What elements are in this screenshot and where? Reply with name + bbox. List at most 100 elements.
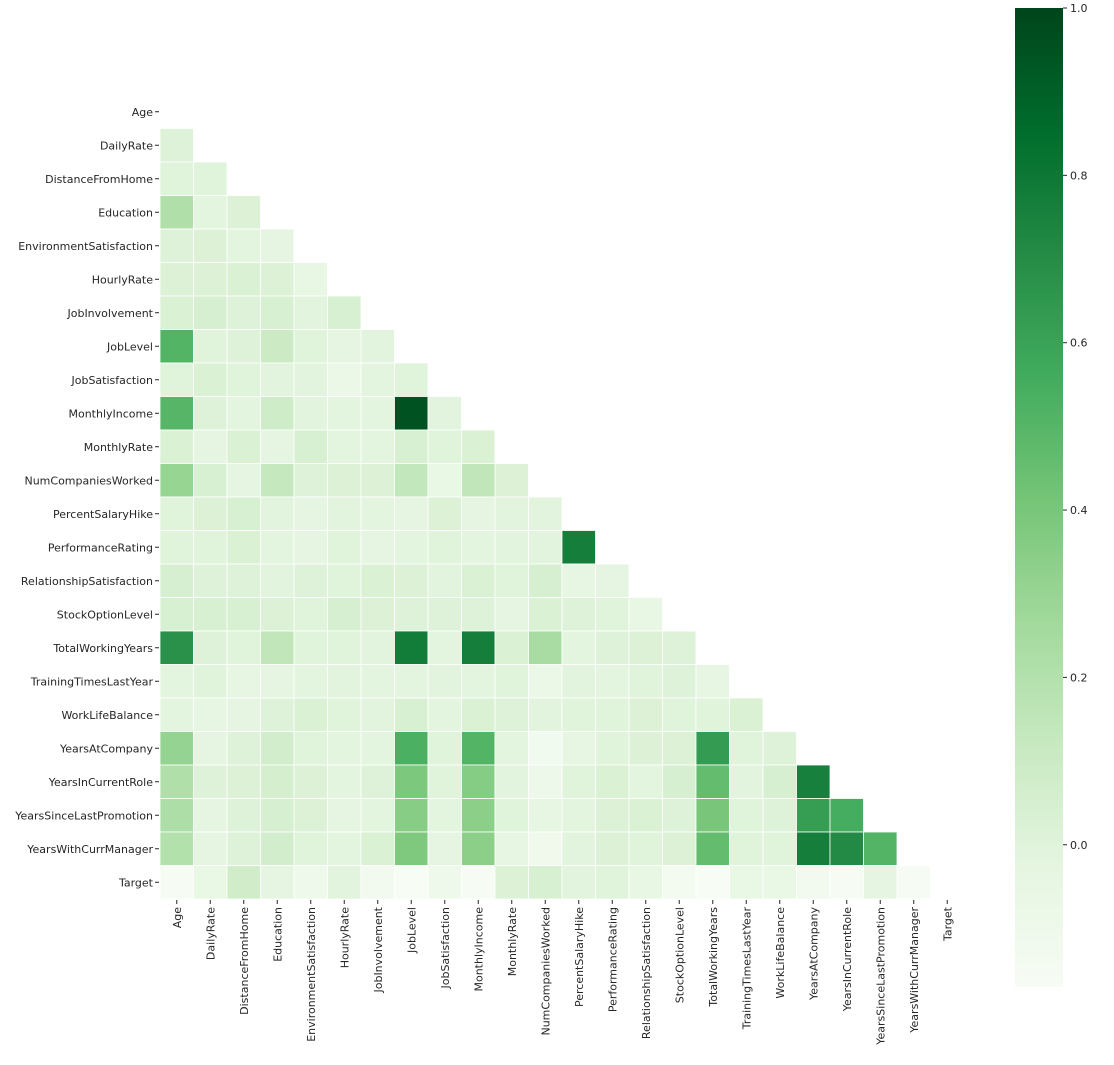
heatmap-cell bbox=[561, 731, 596, 766]
heatmap-cell bbox=[695, 697, 730, 732]
heatmap-cell bbox=[360, 764, 395, 799]
heatmap-cell bbox=[762, 764, 797, 799]
y-tick-label: YearsWithCurrManager bbox=[26, 843, 153, 856]
heatmap-cell bbox=[394, 597, 429, 632]
heatmap-cell bbox=[394, 764, 429, 799]
y-tick-labels: Age DailyRate DistanceFromHome Education Env… bbox=[14, 106, 159, 889]
heatmap-cell bbox=[461, 831, 496, 866]
heatmap-cell bbox=[427, 697, 462, 732]
heatmap-cell bbox=[628, 697, 663, 732]
heatmap-cell bbox=[427, 664, 462, 699]
heatmap-cell bbox=[595, 630, 630, 665]
heatmap-cell bbox=[159, 362, 194, 397]
heatmap-cell bbox=[293, 731, 328, 766]
heatmap-cell bbox=[628, 664, 663, 699]
heatmap-cell bbox=[394, 664, 429, 699]
heatmap-cell bbox=[394, 496, 429, 531]
heatmap-cell bbox=[494, 496, 529, 531]
heatmap-cell bbox=[461, 429, 496, 464]
heatmap-cell bbox=[159, 161, 194, 196]
heatmap-cell bbox=[595, 597, 630, 632]
heatmap-cell bbox=[695, 764, 730, 799]
colorbar-tick-label: 0.8 bbox=[1070, 169, 1088, 182]
heatmap-cell bbox=[226, 630, 261, 665]
heatmap-cell bbox=[662, 831, 697, 866]
colorbar-gradient bbox=[1015, 8, 1063, 987]
heatmap-cell bbox=[628, 831, 663, 866]
x-tick-label: StockOptionLevel bbox=[673, 907, 686, 1003]
heatmap-cell bbox=[427, 798, 462, 833]
x-tick-label: YearsAtCompany bbox=[807, 907, 820, 1001]
y-tick-label: JobLevel bbox=[106, 340, 153, 353]
heatmap-cell bbox=[494, 630, 529, 665]
heatmap-cell bbox=[159, 831, 194, 866]
heatmap-cell bbox=[327, 865, 362, 900]
y-tick-label: WorkLifeBalance bbox=[61, 709, 153, 722]
heatmap-cell bbox=[394, 731, 429, 766]
colorbar-tick-label: 0.2 bbox=[1070, 671, 1088, 684]
colorbar: 0.0 0.2 0.4 0.6 0.8 1.0 bbox=[1015, 2, 1088, 987]
heatmap-cell bbox=[293, 697, 328, 732]
heatmap-cell bbox=[260, 563, 295, 598]
heatmap-cell bbox=[461, 798, 496, 833]
heatmap-cell bbox=[394, 396, 429, 431]
heatmap-cell bbox=[561, 865, 596, 900]
heatmap-cell bbox=[226, 429, 261, 464]
heatmap-cell bbox=[193, 697, 228, 732]
heatmap-cell bbox=[762, 865, 797, 900]
heatmap-cell bbox=[528, 865, 563, 900]
heatmap-cell bbox=[427, 496, 462, 531]
heatmap-cell bbox=[461, 697, 496, 732]
heatmap-cell bbox=[260, 496, 295, 531]
heatmap-cell bbox=[260, 262, 295, 297]
heatmap-cell bbox=[528, 764, 563, 799]
heatmap-cell bbox=[427, 396, 462, 431]
heatmap-cell bbox=[561, 530, 596, 565]
heatmap-cell bbox=[394, 831, 429, 866]
heatmap-cell bbox=[260, 664, 295, 699]
heatmap-cell bbox=[193, 496, 228, 531]
heatmap-cell bbox=[662, 865, 697, 900]
heatmap-cell bbox=[293, 597, 328, 632]
heatmap-cell bbox=[394, 362, 429, 397]
heatmap-cell bbox=[327, 496, 362, 531]
x-tick-label: RelationshipSatisfaction bbox=[640, 907, 653, 1039]
heatmap-cell bbox=[260, 295, 295, 330]
heatmap-cell bbox=[226, 764, 261, 799]
heatmap-cell bbox=[595, 664, 630, 699]
y-tick-label: Age bbox=[132, 106, 154, 119]
y-tick-label: Education bbox=[98, 206, 153, 219]
heatmap-cell bbox=[796, 764, 831, 799]
heatmap-cell bbox=[394, 530, 429, 565]
heatmap-cell bbox=[193, 262, 228, 297]
heatmap-cell bbox=[159, 396, 194, 431]
heatmap-cell bbox=[528, 831, 563, 866]
heatmap-cell bbox=[327, 764, 362, 799]
heatmap-cell bbox=[427, 731, 462, 766]
heatmap-cell bbox=[193, 630, 228, 665]
heatmap-cell bbox=[193, 563, 228, 598]
heatmap-cell bbox=[762, 798, 797, 833]
heatmap-cell bbox=[226, 865, 261, 900]
heatmap-cell bbox=[327, 630, 362, 665]
heatmap-cell bbox=[226, 228, 261, 263]
heatmap-cell bbox=[193, 362, 228, 397]
heatmap-cell bbox=[327, 731, 362, 766]
heatmap-cell bbox=[662, 630, 697, 665]
heatmap-cell bbox=[494, 764, 529, 799]
x-tick-label: JobLevel bbox=[405, 907, 418, 954]
x-tick-label: YearsSinceLastPromotion bbox=[874, 907, 887, 1046]
y-tick-label: JobInvolvement bbox=[66, 307, 153, 320]
heatmap-cell bbox=[360, 597, 395, 632]
heatmap-cell bbox=[226, 597, 261, 632]
heatmap-cell bbox=[829, 865, 864, 900]
heatmap-cell bbox=[729, 798, 764, 833]
heatmap-cell bbox=[159, 697, 194, 732]
heatmap-cell bbox=[159, 329, 194, 364]
heatmap-cell bbox=[561, 764, 596, 799]
heatmap-cell bbox=[695, 831, 730, 866]
y-tick-label: YearsAtCompany bbox=[59, 742, 153, 755]
heatmap-cell bbox=[293, 764, 328, 799]
y-tick-label: JobSatisfaction bbox=[70, 374, 153, 387]
